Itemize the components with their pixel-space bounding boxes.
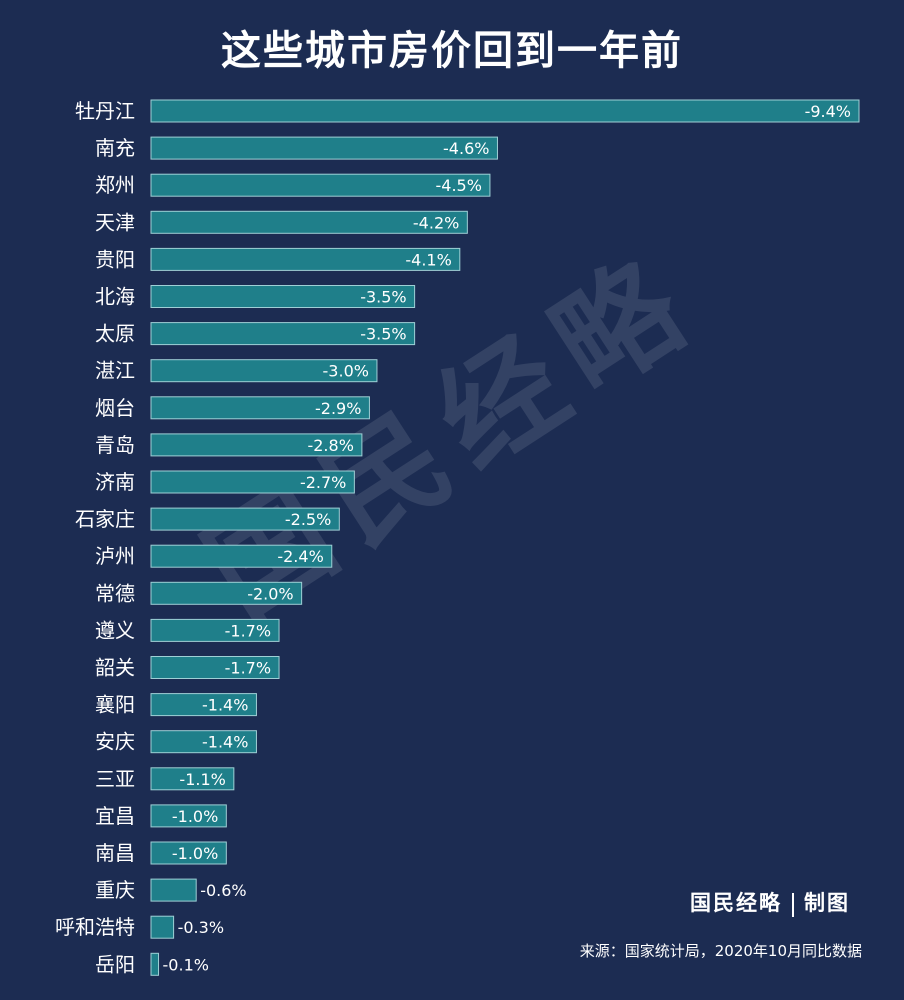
category-label: 郑州 xyxy=(95,173,135,197)
value-label: -3.0% xyxy=(323,362,369,381)
value-label: -1.1% xyxy=(179,770,225,789)
value-label: -2.5% xyxy=(285,510,331,529)
chart-title: 这些城市房价回到一年前 xyxy=(221,28,683,74)
bar-23 xyxy=(150,952,160,976)
category-label: 天津 xyxy=(95,210,135,234)
value-label: -4.5% xyxy=(436,176,482,195)
category-label: 岳阳 xyxy=(95,952,135,976)
category-label: 韶关 xyxy=(95,656,135,680)
category-label: 湛江 xyxy=(95,359,135,383)
bar-15 xyxy=(150,656,280,679)
category-label: 北海 xyxy=(95,285,135,309)
value-label: -2.4% xyxy=(277,547,323,566)
bar-19 xyxy=(150,804,227,828)
category-label: 南昌 xyxy=(95,841,135,865)
category-label: 常德 xyxy=(95,581,135,605)
bar-11 xyxy=(150,507,340,531)
bar-6 xyxy=(150,322,416,346)
credit-made: 制图 xyxy=(804,890,850,915)
value-label: -3.5% xyxy=(360,325,406,344)
bar-22 xyxy=(150,915,175,939)
bar-14 xyxy=(150,618,280,642)
value-label: -2.7% xyxy=(300,473,346,492)
value-label: -1.7% xyxy=(225,659,271,678)
value-label: -2.9% xyxy=(315,399,361,418)
category-label: 牡丹江 xyxy=(75,99,135,123)
credit: 国民经略 制图 xyxy=(690,887,850,917)
bar-12 xyxy=(150,544,333,568)
category-label: 三亚 xyxy=(95,767,135,791)
bar-20 xyxy=(150,841,227,865)
category-label: 重庆 xyxy=(95,878,135,902)
category-label: 襄阳 xyxy=(95,693,135,717)
value-label: -4.6% xyxy=(443,139,489,158)
category-label: 南充 xyxy=(95,136,135,160)
bar-17 xyxy=(150,730,257,754)
value-label: -0.3% xyxy=(178,918,224,937)
bar-3 xyxy=(150,210,468,234)
credit-separator xyxy=(792,892,794,917)
value-label: -0.6% xyxy=(200,881,246,900)
value-label: -2.8% xyxy=(307,436,353,455)
value-label: -3.5% xyxy=(360,288,406,307)
bar-7 xyxy=(150,359,378,383)
bar-2 xyxy=(150,173,491,197)
category-label: 泸州 xyxy=(95,544,135,568)
value-label: -1.0% xyxy=(172,807,218,826)
bar-8 xyxy=(150,396,370,420)
category-label: 宜昌 xyxy=(95,804,135,828)
category-label: 烟台 xyxy=(95,396,135,420)
value-label: -9.4% xyxy=(805,102,851,121)
bar-21 xyxy=(150,878,197,902)
category-label: 遵义 xyxy=(95,618,135,642)
category-label: 太原 xyxy=(95,322,135,346)
bar-10 xyxy=(150,470,355,494)
category-label: 呼和浩特 xyxy=(55,915,135,939)
value-label: -0.1% xyxy=(163,955,209,974)
bar-5 xyxy=(150,285,416,308)
category-label: 济南 xyxy=(95,470,135,494)
category-label: 青岛 xyxy=(95,433,135,457)
bar-13 xyxy=(150,581,303,605)
bar-16 xyxy=(150,693,257,717)
source-note: 来源：国家统计局，2020年10月同比数据 xyxy=(579,942,862,960)
credit-brand: 国民经略 xyxy=(690,890,782,915)
value-label: -1.4% xyxy=(202,733,248,752)
value-label: -1.7% xyxy=(225,621,271,640)
bar-4 xyxy=(150,247,461,271)
value-label: -1.0% xyxy=(172,844,218,863)
bar-0 xyxy=(150,99,860,123)
value-label: -4.2% xyxy=(413,213,459,232)
category-label: 石家庄 xyxy=(75,507,135,531)
bar-18 xyxy=(150,767,235,791)
value-label: -2.0% xyxy=(247,584,293,603)
value-label: -1.4% xyxy=(202,696,248,715)
value-label: -4.1% xyxy=(405,250,451,269)
bar-1 xyxy=(150,136,498,160)
bar-9 xyxy=(150,433,363,457)
category-label: 贵阳 xyxy=(95,247,135,271)
category-label: 安庆 xyxy=(95,730,135,754)
